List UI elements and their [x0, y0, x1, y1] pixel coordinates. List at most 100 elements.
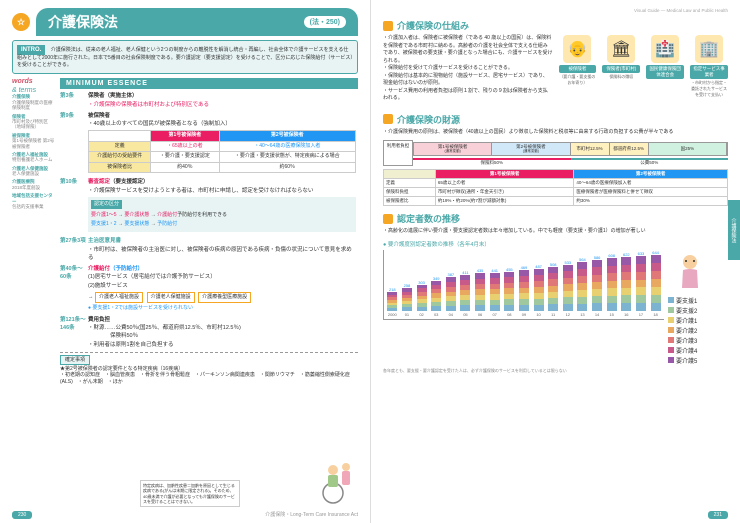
- td: 被保険者比: [384, 197, 436, 206]
- note-callout: 特定疾病は、加齢性疾患＝加齢を原因として生じる疾病である(がんは末期に限定される…: [140, 480, 240, 507]
- p: ・サービス費用の利用者負担は原則１割で、残りの９割は保険者から支払われる。: [383, 88, 548, 102]
- seg: 要介護1〜5: [91, 212, 117, 218]
- td: 約30%: [574, 197, 728, 206]
- finance-segment: 都道府県12.5%: [610, 143, 649, 155]
- footer: 230 介護保険・Long-Term Care Insurance Act: [12, 511, 358, 519]
- td: ・要介護・要支援認定: [151, 152, 219, 163]
- bar-group: 64418: [649, 250, 662, 316]
- square-icon: [383, 21, 393, 31]
- legend-item: 要介護1: [668, 316, 728, 325]
- td: 65歳以上の者: [435, 179, 574, 188]
- p: ・保険給付を受けて介護サービスを受けることができる。: [383, 65, 513, 71]
- diagram-node: 🏛保険者(市町村)保険料の徴収: [602, 35, 640, 101]
- td: 約60％: [219, 162, 355, 173]
- check-text: ★第2号被保険者の認定要件となる特定疾病（16疾病）: [60, 365, 358, 372]
- seg: 予防給付を利用できる: [177, 212, 227, 218]
- td: 医療保険者が医療保険料と併せて徴収: [574, 188, 728, 197]
- structure-diagram: 👴被保険者（要介護・要支援のお年寄り）🏛保険者(市町村)保険料の徴収🏥国民健康保…: [559, 35, 729, 101]
- bar-group: 45508: [503, 267, 516, 317]
- nintei-box: 認定の区分 要介護1〜5 → 要介護状態 → 介護給付予防給付を利用できる 要支…: [88, 197, 356, 233]
- page-left: ☆ 介護保険法 (法・250) INTRO. 介護保険法は、従来の老人福祉、老人…: [0, 0, 370, 523]
- art-title: 費用負担: [88, 317, 110, 323]
- seg: 要支援1・2: [91, 221, 117, 227]
- art-line: ・財源……公費50％(国25％、都道府県12.5％、市町村12.5％): [88, 325, 241, 331]
- facility: 介護老人保健施設: [147, 292, 195, 304]
- bar-group: 25801: [401, 283, 414, 316]
- bar-group: 56413: [576, 257, 589, 316]
- td: 定義: [384, 179, 436, 188]
- check-item: ・がん末期: [78, 379, 108, 385]
- sec1-body: ・介護加入者は、保険者に被保険者（である 40 歳以上の国民）は、保険料を保険者…: [383, 35, 553, 103]
- page-ref: (法・250): [304, 16, 346, 28]
- side-term: 介護老人保健施設老人保健施設: [12, 166, 56, 177]
- finance-diagram: 利用者負担 第1号被保険者(通常変動)第2号被保険者(通常変動)市町村12.5%…: [383, 140, 728, 206]
- side-term: 地域包括支援センター包括的支援事業: [12, 193, 56, 209]
- lbl: 利用者負担: [383, 140, 413, 166]
- legend: 要支援1要支援2要介護1要介護2要介護3要介護4要介護5: [668, 296, 728, 365]
- chart-caption: 各年度とも、要支援・要介護認定を受けた人は、必ず介護保険のサービスを利用している…: [383, 368, 728, 374]
- intro-text: 介護保険法は、従来の老人福祉、老人保健という2つの制度からの離脱性を解消し統合・…: [17, 47, 353, 68]
- art-line: (2)施設サービス: [88, 283, 128, 289]
- legend-item: 要介護3: [668, 336, 728, 345]
- art-line: 保険料50％: [88, 333, 138, 339]
- square-icon: [383, 114, 393, 124]
- finance-segment: 国25%: [649, 143, 727, 155]
- td: 市町村が徴収(通所・年金天引き): [435, 188, 574, 197]
- header-note: Visual Guide — Medical Law and Public He…: [383, 8, 728, 13]
- facility: 介護療養型医療施設: [198, 292, 251, 304]
- p: ・介護加入者は、保険者に被保険者（である 40 歳以上の国民）は、保険料を保険者…: [383, 35, 552, 64]
- side-term: 被保険者第1号被保険者 第2号被保険者: [12, 133, 56, 149]
- check-item: ・ほか: [108, 379, 128, 385]
- header: ☆ 介護保険法 (法・250): [12, 8, 358, 36]
- insured-table: 第1号被保険者第2号被保険者 定義・65歳以上の者・40〜64歳の医療保険加入者…: [88, 130, 356, 173]
- chart: ● 要介護度別認定者数の推移（各年4月末） 218200025801303023…: [383, 240, 728, 374]
- bar-group: 30302: [415, 280, 428, 317]
- bar-group: 44107: [488, 268, 501, 317]
- bar-group: 38704: [445, 272, 458, 316]
- bar-group: 48710: [532, 264, 545, 317]
- bar-group: 63317: [635, 251, 648, 316]
- sub-head: 認定の区分: [91, 200, 122, 210]
- bar-group: 50811: [547, 262, 560, 317]
- check-item: ・脳血管疾患: [105, 372, 140, 378]
- side-tab: 介護保険法: [728, 200, 740, 260]
- art-line: (1)居宅サービス（居宅給付では介護予防サービス）: [88, 274, 216, 280]
- bar-group: 62216: [620, 252, 633, 316]
- art-line: ・介護保険サービスを受けようとする者は、市町村に申請し、認定を受けなければならな…: [88, 188, 313, 194]
- td: 介護給付の受給要件: [89, 152, 151, 163]
- td: 40〜64歳の医療保険加入者: [574, 179, 728, 188]
- art-title: 審査認定: [88, 179, 110, 185]
- bar-group: 34903: [430, 276, 443, 317]
- page-right: Visual Guide — Medical Law and Public He…: [370, 0, 740, 523]
- art-num: 第40条〜60条: [60, 265, 88, 282]
- art-num: 第27条3項: [60, 237, 88, 245]
- side-term: 保険者市町村及び特別区（地域保険）: [12, 114, 56, 130]
- section-title: 介護保険の財源: [397, 113, 460, 126]
- th: 第1号被保険者: [435, 170, 574, 179]
- star-icon: ☆: [12, 13, 30, 31]
- diagram-node: 🏢指定サービス事業者・市町村から指定・委託されたサービスを受けて支払い: [690, 35, 728, 101]
- bar-group: 53312: [562, 260, 575, 317]
- art-num: 第3条: [60, 92, 88, 100]
- sec3-note: ・高齢化の進展に伴い要介護・要支援認定者数は年々増加している。中でも軽度（要支援…: [383, 228, 728, 236]
- diagram-node: 🏥国民健康保険団体連合会: [646, 35, 684, 101]
- page-number: 230: [12, 511, 32, 519]
- page-number: 231: [708, 511, 728, 519]
- legend-item: 要介護2: [668, 326, 728, 335]
- sec2-intro: ・介護保険費用の原則は、被保険者（40歳以上の国民）より徴収した保険料と税収等に…: [383, 129, 728, 137]
- words-label: words: [12, 78, 56, 85]
- finance-segment: 第1号被保険者(通常変動): [414, 143, 492, 155]
- seg: 予防給付: [157, 221, 177, 227]
- footer: 231: [383, 511, 728, 519]
- bar-group: 46909: [518, 265, 531, 316]
- square-icon: [383, 214, 393, 224]
- art-num: 第10条: [60, 178, 88, 186]
- legend-item: 要介護5: [668, 356, 728, 365]
- finance-segment: 市町村12.5%: [571, 143, 610, 155]
- section-title: 介護保険の仕組み: [397, 19, 469, 32]
- td: ・65歳以上の者: [151, 141, 219, 152]
- th: 第2号被保険者: [219, 131, 355, 142]
- intro-box: INTRO. 介護保険法は、従来の老人福祉、老人保健という2つの制度からの離脱性…: [12, 40, 358, 74]
- chart-title: ● 要介護度別認定者数の推移（各年4月末）: [383, 240, 728, 248]
- bar-group: 41105: [459, 270, 472, 316]
